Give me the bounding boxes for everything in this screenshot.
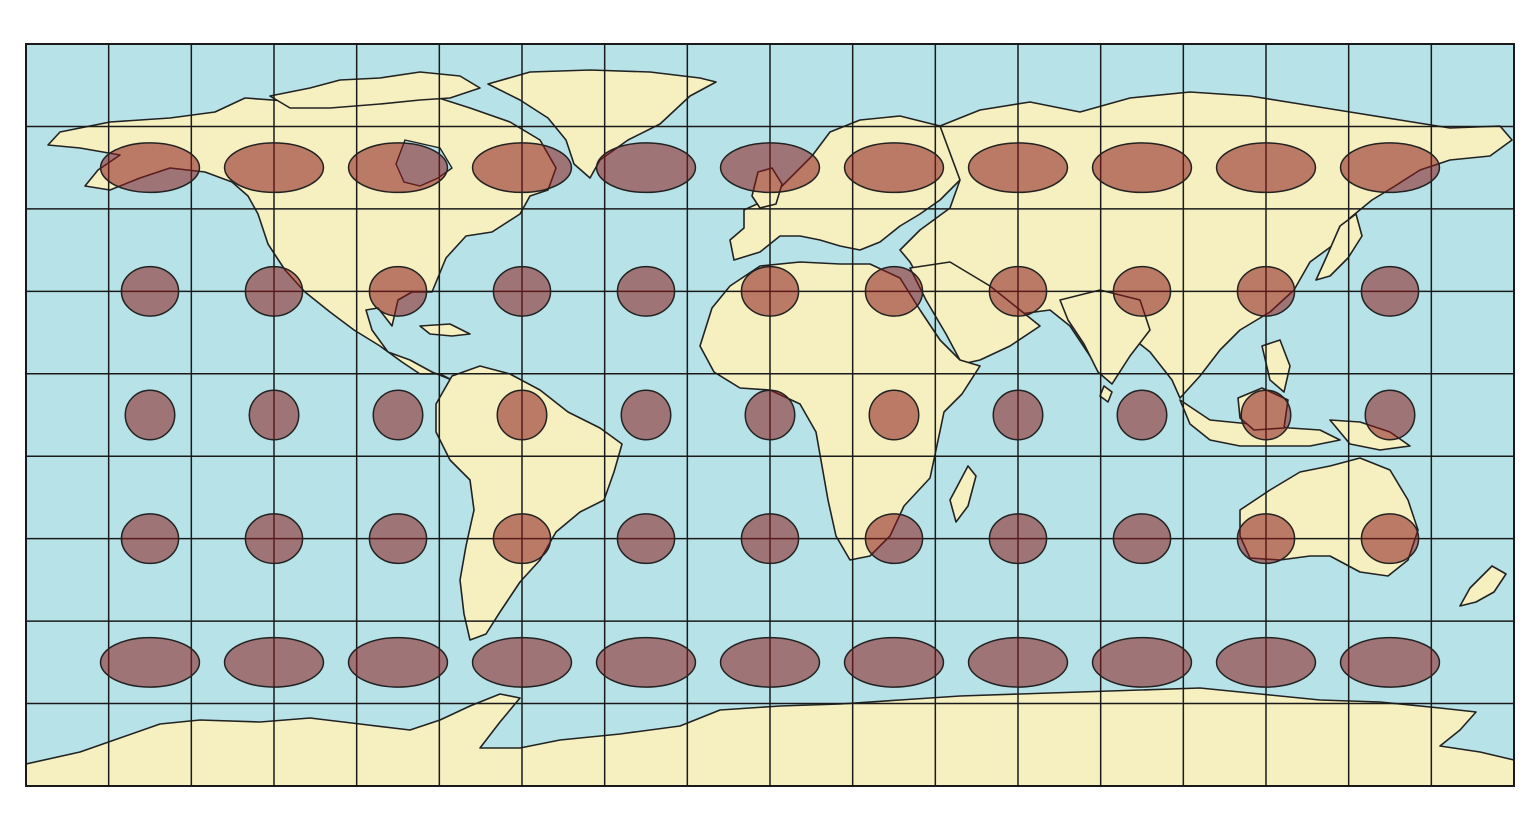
map-frame bbox=[25, 43, 1515, 787]
landmass-new-guinea bbox=[1329, 419, 1411, 451]
tissot-indicatrix bbox=[471, 142, 573, 194]
tissot-indicatrix bbox=[223, 142, 325, 194]
tissot-indicatrix bbox=[864, 513, 924, 565]
tissot-indicatrix bbox=[492, 265, 552, 317]
landmass-cuba bbox=[419, 323, 471, 337]
landmass-south-america bbox=[435, 365, 623, 641]
tissot-indicatrix bbox=[1339, 636, 1441, 688]
tissot-indicatrix bbox=[595, 142, 697, 194]
tissot-indicatrix bbox=[719, 142, 821, 194]
tissot-indicatrix bbox=[120, 513, 180, 565]
tissot-indicatrix bbox=[368, 265, 428, 317]
tissot-indicatrix bbox=[1091, 142, 1193, 194]
landmass-new-zealand bbox=[1459, 565, 1507, 607]
tissot-indicatrix bbox=[99, 142, 201, 194]
tissot-indicatrix bbox=[1360, 265, 1420, 317]
tissot-indicatrix bbox=[595, 636, 697, 688]
tissot-indicatrix bbox=[347, 636, 449, 688]
tissot-indicatrix bbox=[740, 513, 800, 565]
tissot-indicatrix bbox=[120, 265, 180, 317]
tissot-indicatrix bbox=[1112, 513, 1172, 565]
tissot-indicatrix bbox=[967, 142, 1069, 194]
tissot-indicatrix bbox=[1364, 389, 1416, 441]
tissot-indicatrix bbox=[719, 636, 821, 688]
tissot-indicatrix bbox=[967, 636, 1069, 688]
tissot-indicatrix bbox=[992, 389, 1044, 441]
tissot-indicatrix bbox=[368, 513, 428, 565]
landmass-arctic-islands bbox=[269, 71, 481, 109]
tissot-indicatrix bbox=[244, 513, 304, 565]
landmass-greenland bbox=[487, 69, 717, 179]
tissot-indicatrix bbox=[1091, 636, 1193, 688]
tissot-indicatrix bbox=[740, 265, 800, 317]
tissot-indicatrix bbox=[492, 513, 552, 565]
tissot-indicatrix bbox=[1215, 636, 1317, 688]
tissot-indicatrix bbox=[1116, 389, 1168, 441]
tissot-indicatrix bbox=[1236, 265, 1296, 317]
tissot-indicatrix bbox=[868, 389, 920, 441]
tissot-indicatrix bbox=[620, 389, 672, 441]
tissot-indicatrix bbox=[843, 636, 945, 688]
tissot-indicatrix bbox=[616, 265, 676, 317]
tissot-indicatrix bbox=[1240, 389, 1292, 441]
tissot-indicatrix bbox=[616, 513, 676, 565]
tissot-indicatrix bbox=[1215, 142, 1317, 194]
landmass-arabia bbox=[909, 261, 1041, 365]
tissot-indicatrix bbox=[99, 636, 201, 688]
tissot-indicatrix bbox=[223, 636, 325, 688]
tissot-indicatrix bbox=[496, 389, 548, 441]
landmass-madagascar bbox=[949, 465, 977, 523]
tissot-indicatrix bbox=[244, 265, 304, 317]
tissot-indicatrix bbox=[843, 142, 945, 194]
tissot-indicatrix bbox=[1236, 513, 1296, 565]
tissot-indicatrix bbox=[988, 265, 1048, 317]
tissot-indicatrix bbox=[988, 513, 1048, 565]
tissot-indicatrix bbox=[864, 265, 924, 317]
tissot-indicatrix bbox=[1112, 265, 1172, 317]
tissot-indicatrix bbox=[248, 389, 300, 441]
tissot-indicatrix bbox=[1339, 142, 1441, 194]
tissot-indicatrix bbox=[1360, 513, 1420, 565]
tissot-indicatrix bbox=[372, 389, 424, 441]
landmass-japan bbox=[1315, 213, 1363, 281]
tissot-indicatrix bbox=[347, 142, 449, 194]
tissot-indicatrix bbox=[124, 389, 176, 441]
tissot-indicatrix bbox=[471, 636, 573, 688]
tissot-indicatrix bbox=[744, 389, 796, 441]
tissot-indicatrix-layer bbox=[99, 142, 1441, 688]
